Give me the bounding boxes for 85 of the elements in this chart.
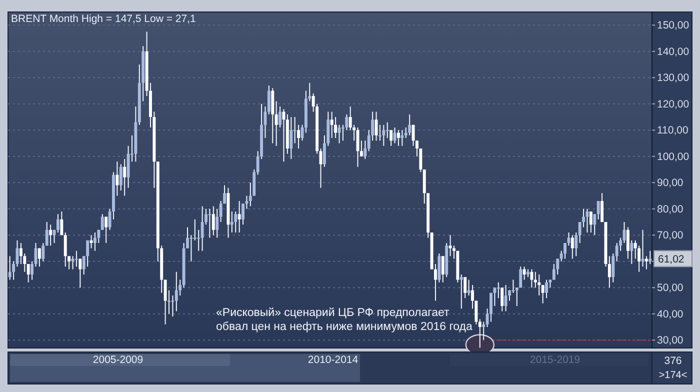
candlestick [512, 279, 515, 294]
candlestick [45, 222, 48, 246]
candlestick [448, 234, 452, 257]
candlestick [382, 124, 386, 146]
candlestick [386, 122, 389, 138]
candlestick [644, 256, 648, 270]
y-tick-label: 110,00 [657, 124, 688, 136]
candlestick [164, 279, 167, 325]
candlestick [93, 232, 96, 252]
candlestick [60, 211, 64, 236]
candlestick [216, 208, 219, 238]
candlestick [538, 274, 541, 296]
candlestick [174, 271, 178, 312]
annotation: «Рисковый» сценарий ЦБ РФ предполагает обвал цен на нефть ниже минимумов 2016 года [216, 307, 474, 333]
candlestick [400, 130, 404, 146]
candlestick [104, 216, 108, 244]
y-tick-label: 150,00 [657, 19, 690, 32]
candlestick [267, 85, 270, 115]
candlestick [478, 318, 482, 348]
candlestick [519, 266, 522, 288]
text: 2015-2019 [530, 354, 580, 366]
text: 2010-2014 [308, 354, 358, 366]
candlestick [274, 100, 278, 146]
y-tick-label: 80,00 [657, 203, 684, 216]
candlestick [42, 242, 45, 262]
candlestick [123, 158, 126, 196]
y-tick-label: 120,00 [657, 98, 690, 110]
candlestick [64, 232, 67, 268]
text: 61,02 [658, 254, 684, 266]
candlestick [596, 200, 600, 220]
y-tick-label: 130,00 [657, 72, 690, 84]
candlestick [593, 214, 596, 236]
candlestick [82, 256, 86, 275]
candlestick [586, 208, 589, 233]
y-tick-label: 70,00 [657, 229, 684, 242]
candlestick [412, 124, 415, 146]
candlestick [193, 218, 196, 241]
candlestick [190, 234, 193, 262]
candlestick [197, 229, 200, 252]
candlestick [530, 268, 534, 288]
candlestick [200, 206, 204, 252]
candlestick [574, 232, 578, 257]
candlestick [271, 88, 274, 144]
candlestick [608, 256, 611, 288]
candlestick [364, 140, 367, 160]
candlestick [419, 148, 422, 173]
candlestick [522, 266, 526, 280]
candlestick [570, 234, 574, 260]
text: >174< [658, 370, 688, 381]
candlestick [290, 116, 293, 160]
candlestick [116, 161, 119, 196]
candlestick [600, 192, 604, 222]
candlestick [38, 248, 41, 268]
candlestick [238, 200, 241, 233]
candlestick [56, 214, 60, 233]
candlestick [545, 279, 548, 299]
candlestick [86, 240, 90, 268]
y-tick-label: 100,00 [657, 150, 690, 163]
candlestick [589, 211, 592, 233]
candlestick [26, 264, 30, 283]
y-tick-label: 50,00 [657, 282, 684, 294]
candlestick [208, 208, 212, 238]
candlestick [8, 256, 12, 280]
text: 376 [664, 355, 682, 367]
y-tick-label: 30,00 [657, 334, 684, 346]
candlestick [234, 211, 238, 233]
candlestick [515, 287, 518, 306]
chart-title: BRENT Month High = 147,5 Low = 27,1 [11, 13, 196, 25]
candlestick [396, 130, 400, 146]
candlestick [49, 224, 52, 246]
candlestick [330, 111, 334, 138]
text: 2005-2009 [92, 354, 144, 366]
y-tick-label: 90,00 [657, 176, 684, 189]
candlestick [30, 260, 34, 280]
candlestick [74, 250, 78, 268]
candlestick [482, 321, 486, 341]
candlestick [441, 256, 444, 283]
candlestick [212, 206, 215, 236]
candlestick [504, 284, 508, 312]
candlestick [171, 295, 174, 317]
y-tick-label: 140,00 [657, 46, 690, 58]
y-tick-label: 40,00 [657, 308, 684, 320]
candlestick [541, 284, 544, 304]
candlestick [393, 127, 396, 144]
candlestick [90, 234, 93, 249]
